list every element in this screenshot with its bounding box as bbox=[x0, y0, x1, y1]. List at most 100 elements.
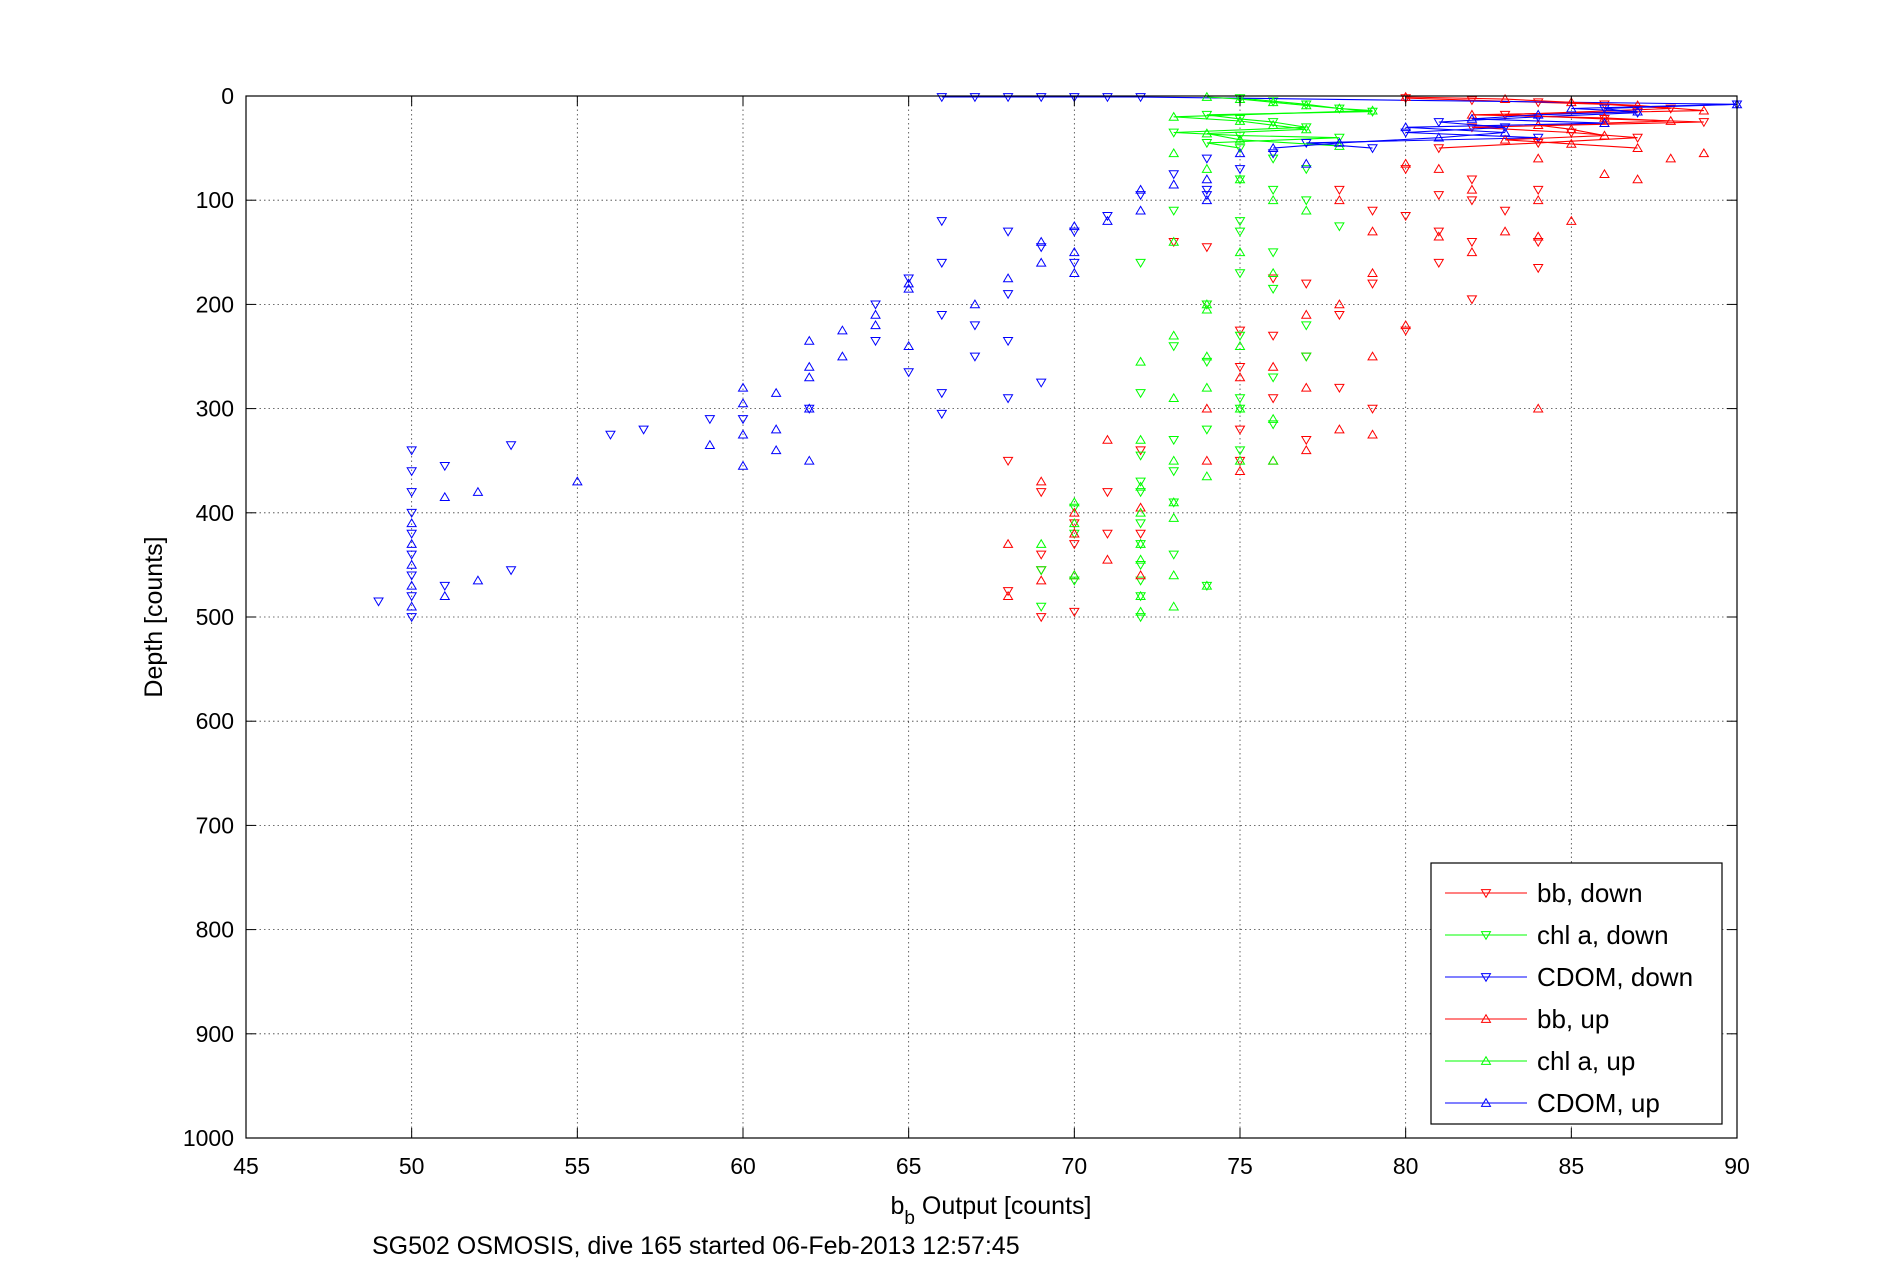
data-point bbox=[1068, 570, 1080, 580]
x-tick-label: 70 bbox=[1062, 1153, 1088, 1179]
data-point bbox=[406, 613, 418, 623]
data-point bbox=[1135, 606, 1146, 616]
data-point bbox=[969, 352, 981, 362]
legend-swatch-marker bbox=[1480, 889, 1492, 899]
data-point bbox=[1135, 258, 1146, 268]
data-point bbox=[1599, 130, 1610, 140]
data-point bbox=[1002, 538, 1014, 548]
data-point bbox=[1068, 507, 1080, 517]
data-point bbox=[1135, 538, 1146, 548]
data-point bbox=[1698, 118, 1710, 128]
data-point bbox=[406, 517, 418, 528]
data-point bbox=[1234, 115, 1246, 125]
data-point bbox=[737, 429, 749, 439]
data-point bbox=[1300, 100, 1312, 110]
data-point bbox=[1466, 247, 1478, 257]
data-point bbox=[1665, 104, 1677, 114]
data-point bbox=[1367, 279, 1378, 289]
data-point bbox=[1367, 105, 1378, 115]
data-point bbox=[1234, 403, 1246, 413]
data-point bbox=[1267, 142, 1279, 152]
data-point bbox=[1068, 528, 1080, 538]
data-point bbox=[1599, 168, 1610, 179]
data-point bbox=[1168, 512, 1180, 522]
data-point bbox=[903, 368, 915, 378]
data-point bbox=[1532, 403, 1544, 413]
data-point bbox=[1400, 158, 1412, 168]
data-point bbox=[1135, 561, 1146, 571]
data-point bbox=[1632, 100, 1643, 110]
data-point bbox=[936, 389, 948, 399]
data-point bbox=[1466, 175, 1478, 185]
data-point bbox=[1433, 132, 1445, 142]
data-point bbox=[1201, 357, 1213, 367]
data-point bbox=[1433, 231, 1445, 241]
data-point bbox=[406, 538, 418, 548]
data-point bbox=[1367, 429, 1378, 439]
data-point bbox=[1135, 554, 1146, 564]
data-point bbox=[1300, 309, 1312, 319]
data-point bbox=[406, 601, 418, 611]
data-point bbox=[1035, 550, 1047, 560]
legend-swatch-marker bbox=[1480, 1013, 1492, 1023]
series-line bbox=[1273, 103, 1738, 149]
data-point bbox=[1035, 613, 1047, 623]
data-point bbox=[1400, 211, 1412, 222]
data-point bbox=[1135, 191, 1146, 201]
data-point bbox=[1168, 392, 1180, 403]
data-point bbox=[1267, 185, 1279, 196]
data-point bbox=[1267, 331, 1279, 341]
y-tick-label: 700 bbox=[196, 812, 234, 838]
data-point bbox=[1532, 109, 1544, 119]
data-point bbox=[1499, 134, 1511, 144]
data-point bbox=[1168, 435, 1180, 446]
data-point bbox=[1300, 124, 1312, 134]
data-point bbox=[1267, 373, 1279, 383]
data-point bbox=[1035, 257, 1047, 267]
y-tick-label: 0 bbox=[221, 83, 234, 109]
data-point bbox=[770, 445, 782, 455]
data-point bbox=[1532, 98, 1544, 108]
data-point bbox=[1234, 455, 1246, 465]
data-point bbox=[1267, 96, 1279, 107]
data-point bbox=[1267, 248, 1279, 258]
data-point bbox=[1068, 607, 1080, 618]
data-point bbox=[1234, 247, 1246, 257]
data-point bbox=[1565, 124, 1577, 134]
data-point bbox=[1532, 194, 1544, 205]
data-point bbox=[1168, 236, 1180, 246]
data-point bbox=[1168, 330, 1180, 340]
data-point bbox=[1168, 497, 1180, 507]
data-point bbox=[1068, 540, 1080, 550]
data-point bbox=[1201, 194, 1213, 205]
data-point bbox=[1035, 538, 1047, 548]
data-point bbox=[870, 309, 881, 319]
data-point bbox=[837, 325, 848, 335]
data-point bbox=[770, 424, 782, 434]
data-point bbox=[1300, 321, 1312, 331]
data-point bbox=[472, 486, 484, 496]
data-point bbox=[803, 455, 815, 465]
data-point bbox=[1234, 372, 1246, 382]
data-point bbox=[1234, 394, 1246, 404]
data-point bbox=[737, 382, 749, 392]
data-point bbox=[406, 529, 418, 539]
data-point bbox=[1499, 226, 1511, 236]
data-point bbox=[1201, 382, 1213, 392]
data-point bbox=[1168, 170, 1180, 180]
data-point bbox=[704, 415, 716, 425]
data-point bbox=[1201, 174, 1213, 184]
x-tick-label: 55 bbox=[565, 1153, 591, 1179]
tick-group: 45 50 55 60 65 70 75 80 85 9001002003004005006007… bbox=[183, 83, 1750, 1179]
x-tick-label: 45 bbox=[233, 1153, 259, 1179]
data-point bbox=[1565, 103, 1577, 113]
x-tick-label: 65 bbox=[896, 1153, 922, 1179]
data-point bbox=[406, 580, 418, 590]
data-point bbox=[1002, 336, 1014, 347]
data-point bbox=[1367, 404, 1378, 414]
data-point bbox=[1400, 326, 1412, 336]
data-point bbox=[1334, 140, 1345, 150]
data-point bbox=[1168, 601, 1180, 611]
data-point bbox=[406, 467, 418, 477]
